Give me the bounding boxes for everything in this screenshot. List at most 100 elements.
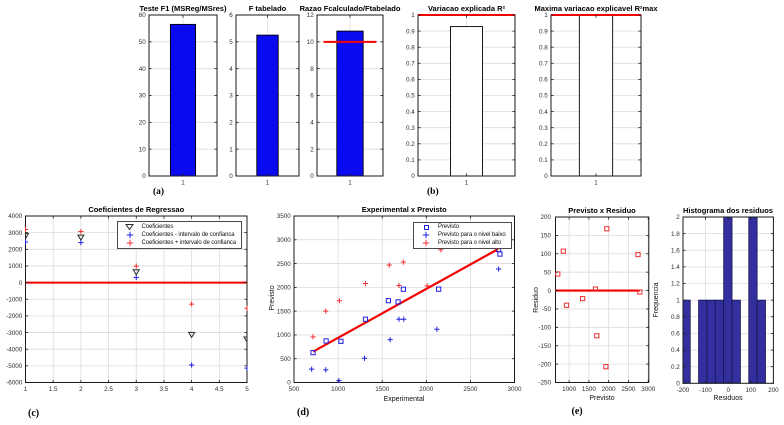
title-histograma: Histograma dos residuos	[682, 206, 774, 215]
svg-text:50: 50	[139, 39, 147, 46]
bar	[256, 34, 279, 177]
svg-text:-4000: -4000	[6, 346, 23, 353]
legend-label: Coeficientes	[141, 224, 174, 230]
svg-text:-250: -250	[538, 380, 551, 387]
tick-labels: 1 0 0.1 0.2 0.3 0.4 0.5 0.6 0.7 0.8 0.9 1	[539, 12, 598, 186]
svg-text:-50: -50	[542, 306, 552, 313]
svg-text:0: 0	[676, 381, 680, 388]
title-maxima-variacao: Maxima variacao explicavel R²max	[534, 4, 658, 13]
xlabel-experimental: Experimental	[383, 396, 425, 403]
svg-text:0.1: 0.1	[539, 157, 548, 164]
title-razao-f: Razao Fcalculado/Ftabelado	[299, 4, 401, 13]
svg-text:1: 1	[229, 146, 233, 153]
svg-text:1.2: 1.2	[671, 281, 680, 288]
tick-labels: -200 -100 0 100 200 0 0.2 0.4 0.6 0.8 1 1.2 1.4 1.6 1.…	[671, 214, 779, 394]
title-previsto-residuo: Previsto x Residuo	[568, 206, 636, 215]
svg-text:-5000: -5000	[6, 363, 23, 370]
svg-text:1.8: 1.8	[671, 231, 680, 238]
panel-previsto-residuo: 1000 1500 2000 2500 3000 -250 -200 -150 -100 -50 0…	[538, 214, 655, 393]
svg-text:0: 0	[287, 380, 291, 387]
svg-text:6: 6	[310, 93, 314, 100]
svg-text:0.7: 0.7	[406, 61, 415, 68]
svg-text:0.9: 0.9	[539, 28, 548, 35]
svg-text:0: 0	[19, 280, 23, 287]
tick-marks	[293, 215, 515, 383]
red-fit-line	[312, 248, 499, 353]
svg-text:10: 10	[307, 39, 315, 46]
svg-text:10: 10	[139, 146, 147, 153]
bar	[578, 14, 614, 177]
svg-text:1500: 1500	[582, 386, 597, 393]
svg-text:0.7: 0.7	[539, 61, 548, 68]
svg-text:1500: 1500	[277, 308, 292, 315]
svg-text:1: 1	[181, 180, 185, 187]
svg-text:2000: 2000	[8, 247, 23, 254]
tick-marks	[682, 216, 774, 384]
bar	[169, 23, 197, 177]
svg-text:0.2: 0.2	[539, 141, 548, 148]
svg-text:0.5: 0.5	[539, 93, 548, 100]
svg-text:5: 5	[229, 39, 233, 46]
bar	[336, 30, 364, 177]
plus-blue-icon	[118, 231, 142, 239]
series-0	[310, 246, 503, 356]
svg-text:2: 2	[676, 214, 680, 221]
label-b: (b)	[427, 186, 439, 197]
square-blue-icon	[414, 224, 438, 231]
tick-labels: 1 1.5 2 2.5 3 3.5 4 4.5 5 -6000 -5000 -4000 -3000 -20…	[6, 213, 249, 393]
svg-text:2.5: 2.5	[104, 386, 113, 393]
svg-text:0.6: 0.6	[406, 77, 415, 84]
svg-text:1.6: 1.6	[671, 247, 680, 254]
tick-marks	[551, 14, 641, 177]
svg-text:0.6: 0.6	[671, 331, 680, 338]
svg-text:0.2: 0.2	[406, 141, 415, 148]
svg-text:8: 8	[310, 66, 314, 73]
svg-text:-200: -200	[538, 361, 551, 368]
tick-marks	[236, 14, 299, 177]
svg-text:150: 150	[540, 233, 551, 240]
panel-f-tabelado: 1 0 1 2 3 4 5 6	[229, 12, 300, 187]
tick-marks	[149, 14, 217, 177]
svg-text:500: 500	[289, 386, 300, 393]
svg-text:2500: 2500	[621, 386, 636, 393]
legend-item: Previsto para o nivel baixo	[414, 231, 511, 239]
xlabel-residuos: Residuos	[713, 394, 743, 402]
svg-text:-2000: -2000	[6, 313, 23, 320]
legend-label: Previsto para o nivel baixo	[438, 231, 506, 238]
title-teste-f1: Teste F1 (MSReg/MSres)	[139, 4, 227, 13]
svg-text:0: 0	[544, 173, 548, 180]
svg-text:5: 5	[245, 386, 249, 393]
svg-text:1000: 1000	[277, 332, 292, 339]
svg-text:0.4: 0.4	[539, 109, 548, 116]
svg-text:0.4: 0.4	[406, 109, 415, 116]
svg-text:0.3: 0.3	[539, 125, 548, 132]
svg-text:3000: 3000	[641, 386, 656, 393]
svg-text:-100: -100	[538, 325, 551, 332]
title-experimental-previsto: Experimental x Previsto	[361, 205, 447, 214]
svg-text:2000: 2000	[419, 386, 434, 393]
svg-text:1: 1	[266, 180, 270, 187]
svg-text:50: 50	[544, 269, 552, 276]
ylabel-frequencia: Frequencia	[652, 281, 660, 318]
label-c: (c)	[28, 408, 40, 419]
svg-text:2: 2	[310, 146, 314, 153]
legend-item: Coeficientes - intervalo de confianca	[118, 231, 241, 239]
svg-text:1.4: 1.4	[671, 264, 680, 271]
svg-text:4: 4	[229, 66, 233, 73]
svg-text:3000: 3000	[507, 386, 522, 393]
tick-marks	[418, 14, 515, 177]
svg-text:0.8: 0.8	[671, 314, 680, 321]
svg-text:1.5: 1.5	[49, 386, 58, 393]
svg-text:-3000: -3000	[6, 330, 23, 337]
series-2	[310, 246, 500, 340]
series-2	[25, 226, 248, 311]
svg-text:1000: 1000	[562, 386, 577, 393]
svg-text:100: 100	[746, 387, 757, 394]
svg-text:1000: 1000	[8, 263, 23, 270]
series-1	[25, 239, 248, 371]
panel-histograma-residuos: -200 -100 0 100 200 0 0.2 0.4 0.6 0.8 1 1.2 1.4 1.6 1.…	[671, 214, 779, 394]
panel-experimental-previsto: 500 1000 1500 2000 2500 300005001000150020002…	[277, 213, 522, 393]
